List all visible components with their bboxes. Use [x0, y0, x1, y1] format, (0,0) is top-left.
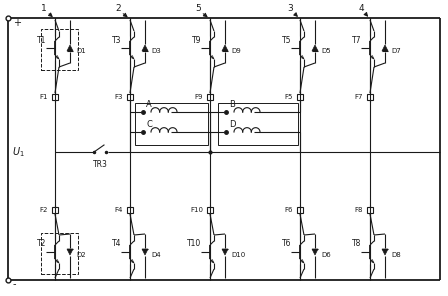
- Text: F2: F2: [39, 207, 48, 213]
- Bar: [297, 94, 303, 100]
- Bar: [135, 103, 208, 145]
- Text: F4: F4: [115, 207, 123, 213]
- Text: F6: F6: [284, 207, 293, 213]
- Polygon shape: [382, 45, 388, 51]
- Text: T4: T4: [112, 239, 121, 249]
- Text: F5: F5: [284, 94, 293, 100]
- Text: 3: 3: [287, 4, 293, 12]
- Text: D6: D6: [321, 252, 331, 258]
- Text: T2: T2: [37, 239, 46, 249]
- Polygon shape: [142, 45, 148, 51]
- Text: F10: F10: [190, 207, 203, 213]
- Text: D2: D2: [76, 252, 86, 258]
- Text: F3: F3: [115, 94, 123, 100]
- Polygon shape: [382, 249, 388, 255]
- Polygon shape: [222, 249, 228, 255]
- Text: 1: 1: [41, 4, 47, 12]
- Text: -: -: [13, 279, 17, 289]
- Text: T8: T8: [352, 239, 361, 249]
- Text: F7: F7: [354, 94, 363, 100]
- Polygon shape: [142, 249, 148, 255]
- Polygon shape: [222, 45, 228, 51]
- Text: A: A: [146, 99, 152, 109]
- Text: +: +: [13, 18, 21, 28]
- Text: 5: 5: [195, 4, 201, 12]
- Bar: [297, 207, 303, 213]
- Text: TR3: TR3: [93, 160, 108, 168]
- Text: T5: T5: [281, 36, 291, 44]
- Text: T7: T7: [352, 36, 361, 44]
- Bar: [367, 207, 373, 213]
- Text: C: C: [146, 120, 152, 128]
- Text: D7: D7: [391, 48, 401, 54]
- Text: 2: 2: [115, 4, 121, 12]
- Text: T3: T3: [112, 36, 121, 44]
- Text: 4: 4: [358, 4, 364, 12]
- Bar: [127, 207, 133, 213]
- Text: D: D: [229, 120, 235, 128]
- Polygon shape: [312, 249, 318, 255]
- Bar: [52, 207, 58, 213]
- Bar: [127, 94, 133, 100]
- Polygon shape: [312, 45, 318, 51]
- Text: D4: D4: [151, 252, 161, 258]
- Text: T6: T6: [281, 239, 291, 249]
- Text: F9: F9: [194, 94, 203, 100]
- Bar: [207, 207, 213, 213]
- Text: T1: T1: [37, 36, 46, 44]
- Bar: [207, 94, 213, 100]
- Text: D3: D3: [151, 48, 161, 54]
- Text: D8: D8: [391, 252, 401, 258]
- Text: F1: F1: [39, 94, 48, 100]
- Text: D9: D9: [231, 48, 241, 54]
- Polygon shape: [67, 45, 73, 51]
- Text: $U_1$: $U_1$: [12, 145, 24, 159]
- Text: D5: D5: [321, 48, 331, 54]
- Bar: [218, 103, 298, 145]
- Bar: [367, 94, 373, 100]
- Text: T9: T9: [191, 36, 201, 44]
- Text: B: B: [229, 99, 235, 109]
- Bar: [52, 94, 58, 100]
- Text: F8: F8: [354, 207, 363, 213]
- Text: D1: D1: [76, 48, 86, 54]
- Text: T10: T10: [187, 239, 201, 249]
- Text: D10: D10: [231, 252, 245, 258]
- Polygon shape: [67, 249, 73, 255]
